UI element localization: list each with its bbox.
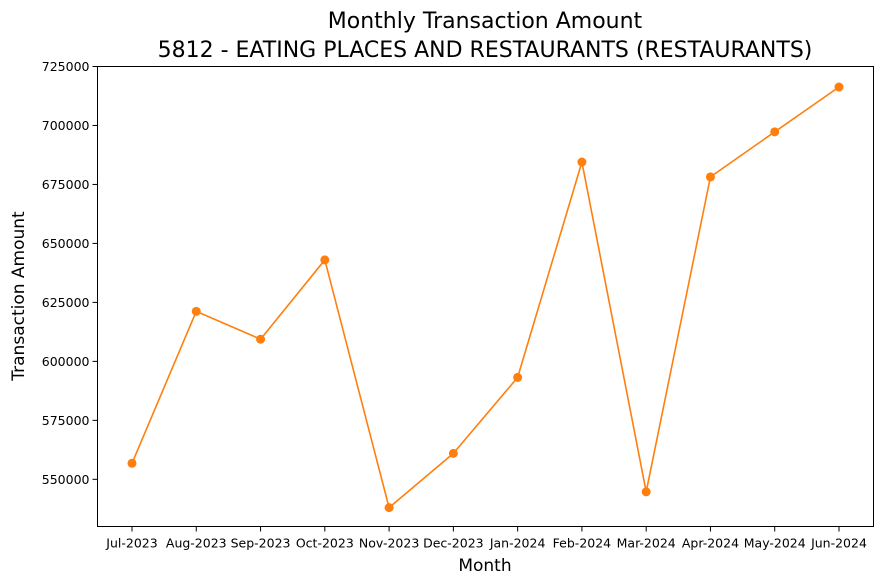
series-line [131, 86, 840, 509]
data-point [384, 503, 394, 513]
data-point [127, 458, 137, 468]
x-tick-label: Oct-2023 [296, 536, 354, 551]
x-tick-label: Nov-2023 [359, 536, 419, 551]
x-tick-label: Dec-2023 [423, 536, 484, 551]
data-point [577, 157, 587, 167]
x-tick-label: Mar-2024 [617, 536, 676, 551]
data-point [513, 372, 523, 382]
x-tick-label: Apr-2024 [682, 536, 739, 551]
y-tick-label: 725000 [42, 59, 90, 74]
plot-frame [97, 66, 874, 527]
y-tick-label: 550000 [42, 472, 90, 487]
y-tick-label: 650000 [42, 236, 90, 251]
data-point [191, 306, 201, 316]
data-point [320, 255, 330, 265]
y-tick-label: 575000 [42, 413, 90, 428]
x-tick-label: May-2024 [744, 536, 806, 551]
x-axis-label: Month [458, 556, 511, 576]
y-tick-label: 625000 [42, 295, 90, 310]
y-tick-label: 600000 [42, 354, 90, 369]
chart-title: Monthly Transaction Amount [328, 9, 643, 34]
plot-area: 550000 575000 600000 625000 650000 675000 7000… [42, 59, 867, 551]
x-tick-label: Jul-2023 [105, 536, 157, 551]
data-point [834, 82, 844, 92]
chart-subtitle: 5812 - EATING PLACES AND RESTAURANTS (RE… [158, 38, 813, 63]
data-point [641, 487, 651, 497]
x-tick-label: Feb-2024 [553, 536, 612, 551]
y-tick-label: 675000 [42, 177, 90, 192]
y-tick-label: 700000 [42, 118, 90, 133]
x-tick-label: Jun-2024 [810, 536, 867, 551]
data-point [256, 334, 266, 344]
x-tick-label: Aug-2023 [166, 536, 227, 551]
x-tick-label: Sep-2023 [231, 536, 291, 551]
data-point [770, 127, 780, 137]
x-tick-label: Jan-2024 [489, 536, 546, 551]
y-axis-label: Transaction Amount [9, 211, 29, 382]
data-point [448, 448, 458, 458]
data-point [705, 172, 715, 182]
